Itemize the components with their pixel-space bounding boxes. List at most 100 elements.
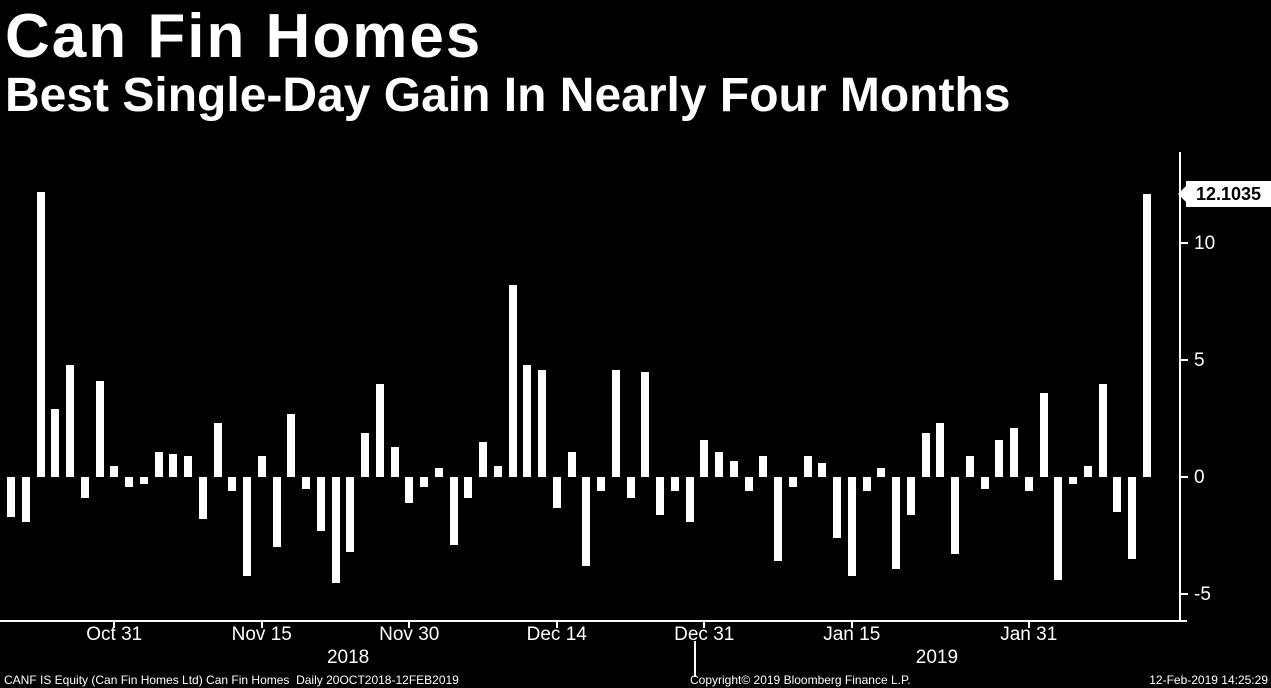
bar	[1113, 477, 1122, 513]
bar	[715, 451, 723, 478]
bar	[729, 460, 738, 478]
x-axis-tick-label: Nov 30	[379, 624, 440, 645]
x-axis-tick-label: Dec 31	[674, 624, 735, 645]
bar-chart-plot[interactable]	[0, 152, 1180, 620]
y-axis-tick-mark	[1181, 242, 1188, 245]
bar	[493, 465, 502, 478]
bar	[169, 453, 178, 478]
bar	[508, 285, 517, 478]
bar	[597, 477, 605, 492]
x-axis-tick-label: Nov 15	[231, 624, 292, 645]
bar	[21, 477, 30, 522]
x-axis-tick-label: Oct 31	[86, 624, 143, 645]
bar	[759, 456, 768, 478]
bar	[243, 477, 251, 576]
bar	[670, 477, 679, 492]
bar	[877, 467, 886, 478]
bar	[936, 423, 945, 478]
y-axis-line	[1179, 152, 1181, 622]
bar	[449, 477, 458, 546]
x-axis-tick-mark	[555, 622, 558, 628]
bar	[892, 477, 900, 569]
bar	[788, 477, 797, 487]
bar	[951, 477, 959, 555]
bar	[434, 467, 443, 478]
x-axis-tick-mark	[113, 622, 116, 628]
bar	[257, 456, 266, 478]
x-axis-tick-mark	[1027, 622, 1030, 628]
bar	[125, 477, 133, 487]
bar	[980, 477, 989, 489]
chart-title: Can Fin Homes	[5, 2, 483, 71]
bar	[1039, 393, 1048, 478]
bar	[906, 477, 915, 515]
bar	[567, 451, 576, 478]
last-value-label: 12.1035	[1195, 183, 1262, 204]
bar	[375, 383, 384, 478]
y-axis-tick-label: 5	[1194, 350, 1205, 372]
bar	[582, 477, 591, 567]
bar	[626, 477, 635, 499]
bar	[228, 477, 237, 492]
bar	[7, 477, 15, 518]
y-axis-tick-label: 10	[1194, 233, 1216, 255]
bar	[1083, 465, 1092, 478]
bar	[36, 191, 45, 478]
bar	[302, 477, 310, 489]
bar	[965, 456, 974, 478]
bar	[51, 409, 60, 478]
bar	[1142, 194, 1151, 478]
bar	[331, 477, 340, 583]
bar	[921, 432, 930, 478]
bar	[1024, 477, 1033, 492]
bar	[1010, 428, 1018, 478]
y-axis-tick-mark	[1181, 359, 1188, 362]
bar	[346, 477, 355, 553]
bar	[847, 477, 856, 576]
bar	[479, 442, 487, 478]
bar	[420, 477, 428, 487]
bar	[995, 439, 1004, 478]
bar	[656, 477, 664, 515]
bar	[833, 477, 841, 539]
x-axis-tick-mark	[850, 622, 853, 628]
bar	[66, 364, 74, 478]
year-label: 2018	[326, 647, 370, 668]
bar	[1054, 477, 1063, 581]
bar	[184, 456, 192, 478]
bar	[1098, 383, 1107, 478]
bar	[139, 477, 148, 485]
bar	[361, 432, 369, 478]
bar	[774, 477, 782, 562]
bar	[538, 369, 546, 478]
bar	[1069, 477, 1077, 485]
last-value-badge: 12.1035	[1178, 181, 1271, 208]
bar	[803, 456, 812, 478]
bar	[316, 477, 325, 532]
bar	[213, 423, 222, 478]
bar	[110, 465, 119, 478]
chart-header: Can Fin Homes Best Single-Day Gain In Ne…	[5, 4, 1011, 121]
y-axis-tick-mark	[1181, 593, 1188, 596]
bar	[700, 439, 709, 478]
bar	[287, 414, 296, 478]
bar	[523, 364, 532, 478]
x-axis-tick-label: Jan 15	[823, 624, 881, 645]
year-divider-line	[693, 641, 696, 677]
badge-arrow-icon	[1178, 186, 1186, 203]
bar	[641, 371, 650, 478]
bar	[95, 381, 104, 478]
bar	[552, 477, 561, 508]
x-axis-tick-label: Dec 14	[526, 624, 587, 645]
bar	[862, 477, 871, 492]
x-axis-tick-mark	[703, 622, 706, 628]
bar	[405, 477, 414, 503]
bar	[154, 451, 163, 478]
x-axis-tick-label: Jan 31	[1000, 624, 1058, 645]
y-axis-tick-mark	[1181, 476, 1188, 479]
bar	[464, 477, 473, 499]
bar	[80, 477, 89, 499]
x-axis-tick-mark	[260, 622, 263, 628]
bar	[744, 477, 753, 492]
